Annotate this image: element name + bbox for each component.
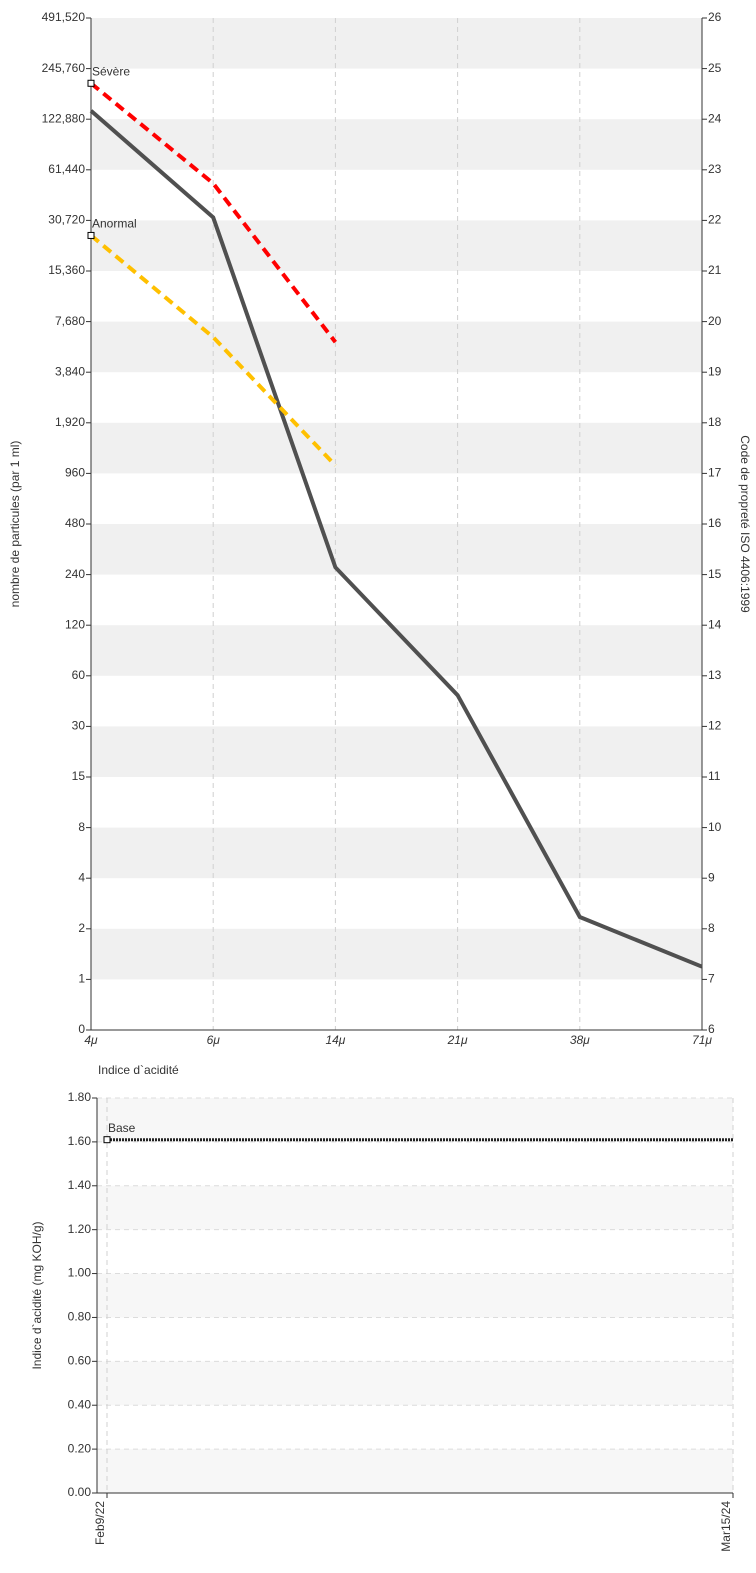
y2-tick-label: 16 [708, 516, 722, 530]
y2-tick-label: 11 [708, 769, 721, 783]
y-tick-label: 30 [72, 719, 86, 733]
y2-tick-label: 13 [708, 668, 722, 682]
y2-tick-label: 23 [708, 162, 722, 176]
series-marker [87, 231, 95, 239]
x-tick-label: 14μ [325, 1033, 345, 1047]
y-tick-label: 120 [65, 617, 85, 631]
y-tick-label: 960 [65, 466, 85, 480]
x-tick-label: 6μ [207, 1033, 221, 1047]
grid-band [91, 422, 702, 474]
y2-tick-label: 6 [708, 1022, 715, 1036]
grid-band [97, 1273, 733, 1318]
x-tick-label: Feb9/22 [93, 1501, 107, 1545]
y-tick-label: 1.00 [68, 1266, 92, 1280]
grid-band [91, 524, 702, 575]
y-tick-label: 1.60 [68, 1134, 92, 1148]
y-tick-label: 1.40 [68, 1178, 92, 1192]
y-tick-label: 2 [78, 921, 85, 935]
y2-tick-label: 22 [708, 213, 722, 227]
y-tick-label: 3,840 [55, 364, 85, 378]
y2-tick-label: 20 [708, 314, 722, 328]
y-tick-label: 15 [72, 769, 86, 783]
y-tick-label: 0.20 [68, 1441, 92, 1455]
y2-tick-label: 24 [708, 111, 722, 125]
y-tick-label: 0.60 [68, 1354, 92, 1368]
x-tick-label: Mar15/24 [719, 1501, 733, 1552]
y-tick-label: 1.80 [68, 1090, 92, 1104]
series-line [89, 109, 703, 969]
y2-tick-label: 14 [708, 617, 722, 631]
series-label: Sévère [92, 64, 130, 78]
y-axis-label: nombre de particules (par 1 ml) [8, 441, 22, 608]
grid-band [91, 827, 702, 879]
y-tick-label: 0.00 [68, 1485, 92, 1499]
chart-title: Indice d`acidité [98, 1063, 179, 1077]
y2-tick-label: 25 [708, 61, 722, 75]
y2-tick-label: 8 [708, 921, 715, 935]
y-tick-label: 122,880 [42, 111, 86, 125]
y-tick-label: 240 [65, 567, 85, 581]
y-tick-label: 491,520 [42, 10, 86, 24]
y2-tick-label: 10 [708, 820, 722, 834]
y-tick-label: 1.20 [68, 1222, 92, 1236]
y2-tick-label: 15 [708, 567, 722, 581]
y-tick-label: 15,360 [48, 263, 85, 277]
grid-band [91, 321, 702, 373]
y-tick-label: 245,760 [42, 61, 86, 75]
grid-band [97, 1361, 733, 1406]
y-tick-label: 0.40 [68, 1397, 92, 1411]
series-marker [87, 79, 95, 87]
y-tick-label: 4 [78, 870, 85, 884]
x-tick-label: 21μ [447, 1033, 468, 1047]
y-tick-label: 60 [72, 668, 86, 682]
grid-band [91, 220, 702, 271]
x-tick-label: 71μ [692, 1033, 712, 1047]
y-tick-label: 1 [78, 972, 85, 986]
x-tick-label: 38μ [570, 1033, 590, 1047]
grid-band [91, 18, 702, 69]
y2-tick-label: 19 [708, 364, 722, 378]
grid-band [97, 1185, 733, 1230]
y-tick-label: 7,680 [55, 314, 85, 328]
y2-tick-label: 18 [708, 415, 722, 429]
y-tick-label: 61,440 [48, 162, 85, 176]
series-line [89, 81, 337, 344]
grid-band [91, 726, 702, 777]
y2-axis-label: Code de propreté ISO 4406:1999 [738, 435, 752, 613]
y-tick-label: 0.80 [68, 1310, 92, 1324]
y2-tick-label: 7 [708, 972, 715, 986]
series-label: Anormal [92, 217, 137, 231]
y2-tick-label: 9 [708, 870, 715, 884]
x-tick-label: 4μ [84, 1033, 98, 1047]
series-label: Base [108, 1121, 136, 1135]
y-tick-label: 30,720 [48, 213, 85, 227]
y2-tick-label: 12 [708, 719, 722, 733]
grid-band [97, 1449, 733, 1493]
series-marker [103, 1136, 111, 1144]
y-tick-label: 8 [78, 820, 85, 834]
grid-band [91, 928, 702, 980]
y-tick-label: 1,920 [55, 415, 85, 429]
y2-tick-label: 17 [708, 466, 722, 480]
grid-band [97, 1098, 733, 1142]
grid-band [91, 119, 702, 170]
y-tick-label: 480 [65, 516, 85, 530]
y-axis-label: Indice d`acidité (mg KOH/g) [30, 1221, 44, 1369]
series-line [89, 233, 337, 467]
y2-tick-label: 26 [708, 10, 722, 24]
y-tick-label: 0 [78, 1022, 85, 1036]
y2-tick-label: 21 [708, 263, 722, 277]
